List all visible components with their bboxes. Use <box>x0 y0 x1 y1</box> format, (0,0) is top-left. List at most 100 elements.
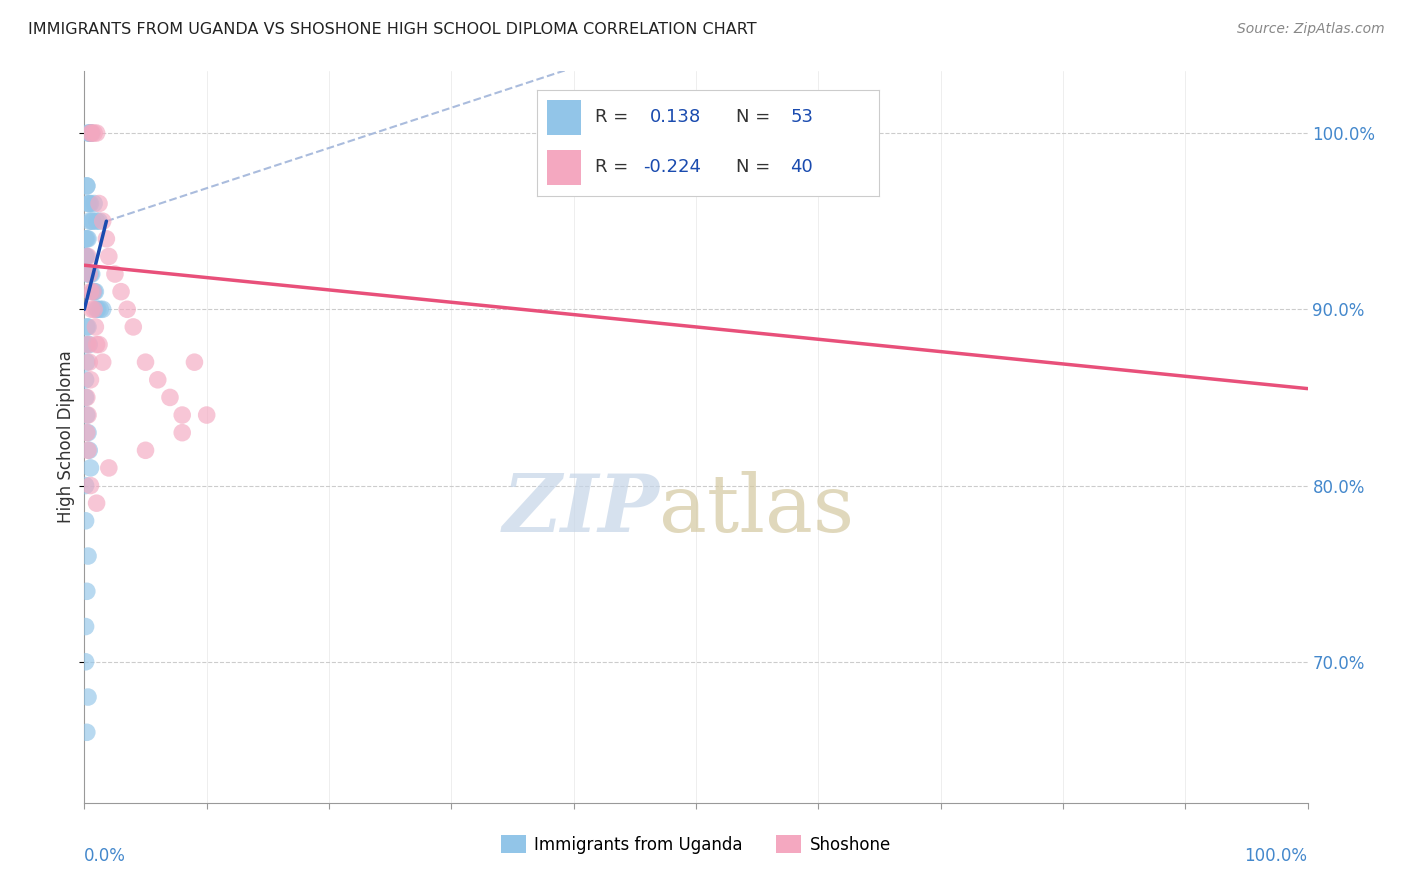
Point <box>83 126 105 140</box>
Point <box>83 302 105 317</box>
Text: Source: ZipAtlas.com: Source: ZipAtlas.com <box>1237 22 1385 37</box>
Point <box>80 302 103 317</box>
Point <box>75 391 97 405</box>
Point <box>75 249 97 263</box>
Point <box>87 302 110 317</box>
Point <box>76 320 98 334</box>
Point <box>86 214 108 228</box>
Point <box>87 196 110 211</box>
Point <box>96 232 118 246</box>
Point <box>135 355 157 369</box>
Point <box>76 232 98 246</box>
Point <box>75 373 97 387</box>
Point <box>79 126 101 140</box>
Point <box>146 373 169 387</box>
Point <box>195 408 218 422</box>
Text: ZIP: ZIP <box>502 472 659 549</box>
Point <box>77 355 100 369</box>
Point <box>87 214 110 228</box>
Point <box>76 725 98 739</box>
Point <box>77 443 100 458</box>
Point <box>75 478 97 492</box>
Point <box>76 178 98 193</box>
Point <box>75 249 97 263</box>
Point <box>84 285 107 299</box>
Point <box>91 214 114 228</box>
Point <box>135 443 157 458</box>
Legend: Immigrants from Uganda, Shoshone: Immigrants from Uganda, Shoshone <box>495 829 897 860</box>
Point <box>79 478 101 492</box>
Point <box>77 408 100 422</box>
Point <box>80 214 103 228</box>
Point <box>77 196 100 211</box>
Point <box>77 126 100 140</box>
Point <box>79 126 101 140</box>
Point <box>79 267 101 281</box>
Point <box>86 496 108 510</box>
Point <box>77 690 100 704</box>
Point <box>77 249 100 263</box>
Point <box>91 355 114 369</box>
Point <box>75 514 97 528</box>
Point <box>86 302 108 317</box>
Point <box>159 391 181 405</box>
Point <box>79 373 101 387</box>
Point <box>77 320 100 334</box>
Y-axis label: High School Diploma: High School Diploma <box>58 351 76 524</box>
Point <box>89 302 111 317</box>
Point <box>97 461 120 475</box>
Point <box>172 408 194 422</box>
Point <box>76 249 98 263</box>
Point <box>77 267 100 281</box>
Text: IMMIGRANTS FROM UGANDA VS SHOSHONE HIGH SCHOOL DIPLOMA CORRELATION CHART: IMMIGRANTS FROM UGANDA VS SHOSHONE HIGH … <box>28 22 756 37</box>
Point <box>75 655 97 669</box>
Point <box>76 408 98 422</box>
Point <box>84 320 107 334</box>
Point <box>77 337 100 351</box>
Point <box>79 285 101 299</box>
Point <box>86 337 108 351</box>
Point <box>83 196 105 211</box>
Point <box>110 285 132 299</box>
Point <box>80 126 103 140</box>
Point <box>172 425 194 440</box>
Point <box>82 285 104 299</box>
Point <box>79 461 101 475</box>
Text: atlas: atlas <box>659 471 855 549</box>
Point <box>76 178 98 193</box>
Point <box>77 337 100 351</box>
Point <box>80 267 103 281</box>
Point <box>91 302 114 317</box>
Point <box>82 285 104 299</box>
Point <box>115 302 138 317</box>
Text: 100.0%: 100.0% <box>1244 847 1308 864</box>
Point <box>97 249 120 263</box>
Point <box>77 126 100 140</box>
Point <box>76 355 98 369</box>
Point <box>76 425 98 440</box>
Point <box>77 232 100 246</box>
Point <box>104 267 127 281</box>
Point <box>86 126 108 140</box>
Point <box>80 126 103 140</box>
Point <box>75 619 97 633</box>
Point <box>122 320 145 334</box>
Point <box>82 214 104 228</box>
Point <box>83 285 105 299</box>
Point <box>75 232 97 246</box>
Text: 0.0%: 0.0% <box>84 847 127 864</box>
Point <box>77 443 100 458</box>
Point <box>77 196 100 211</box>
Point <box>87 337 110 351</box>
Point <box>77 214 100 228</box>
Point <box>79 196 101 211</box>
Point <box>77 425 100 440</box>
Point <box>183 355 205 369</box>
Point <box>75 337 97 351</box>
Point <box>77 267 100 281</box>
Point <box>77 549 100 563</box>
Point <box>75 249 97 263</box>
Point <box>76 391 98 405</box>
Point <box>79 126 101 140</box>
Point <box>76 584 98 599</box>
